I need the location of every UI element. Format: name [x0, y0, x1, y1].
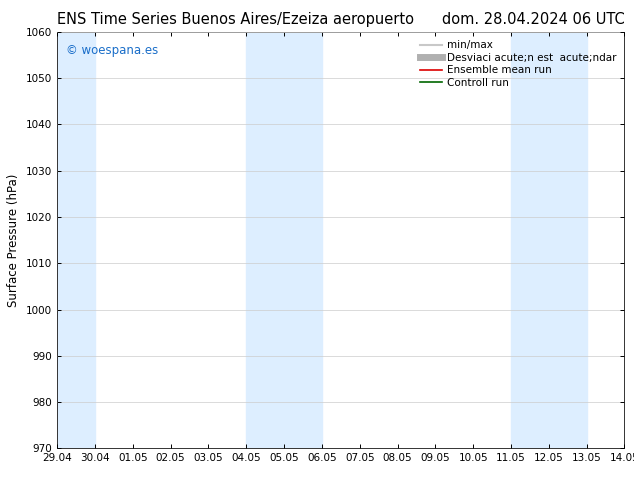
Text: © woespana.es: © woespana.es	[65, 44, 158, 57]
Legend: min/max, Desviaci acute;n est  acute;ndar, Ensemble mean run, Controll run: min/max, Desviaci acute;n est acute;ndar…	[417, 37, 619, 91]
Bar	[511, 32, 586, 448]
Bar	[57, 32, 95, 448]
Bar	[246, 32, 322, 448]
Y-axis label: Surface Pressure (hPa): Surface Pressure (hPa)	[8, 173, 20, 307]
Text: dom. 28.04.2024 06 UTC: dom. 28.04.2024 06 UTC	[442, 12, 624, 27]
Text: ENS Time Series Buenos Aires/Ezeiza aeropuerto: ENS Time Series Buenos Aires/Ezeiza aero…	[57, 12, 414, 27]
